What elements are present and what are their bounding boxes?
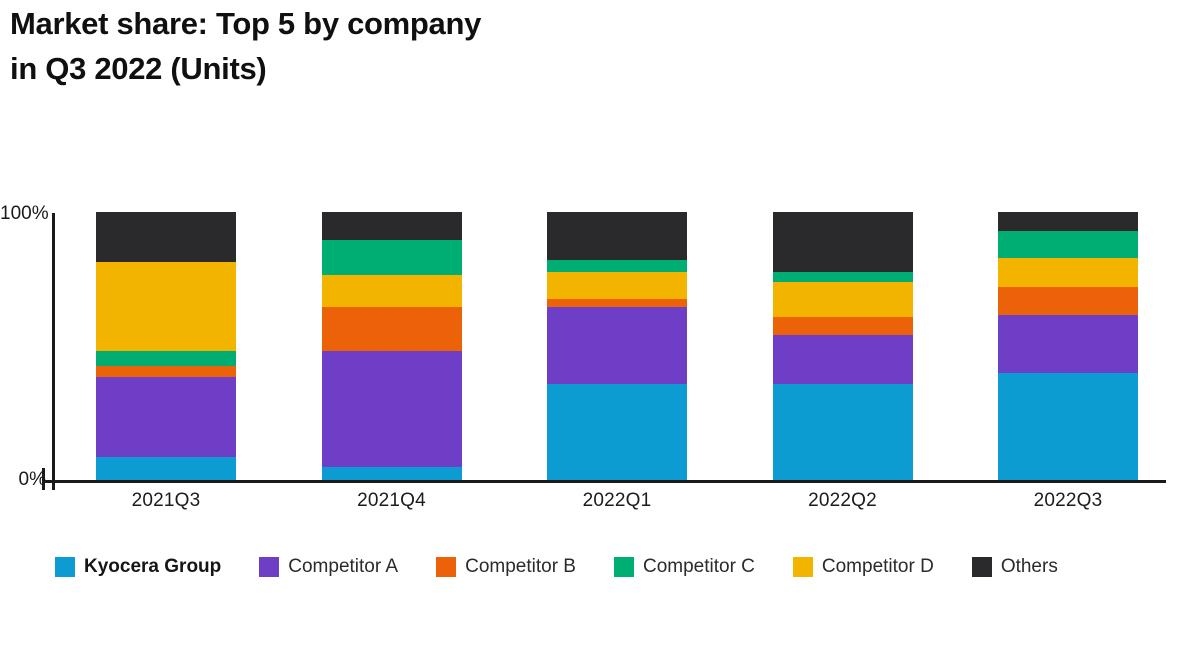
legend-label-others: Others — [1000, 556, 1058, 577]
legend-swatch-kyocera-group-icon — [55, 557, 75, 577]
bar-stack-2022q2 — [772, 212, 913, 480]
segment-competitor-d — [96, 261, 236, 352]
segment-competitor-a — [321, 351, 462, 467]
segment-others — [321, 212, 462, 241]
legend-item-competitor-c: Competitor C — [613, 556, 755, 578]
bar-stack-2021q3 — [96, 212, 236, 480]
y-axis-label-0: 0% — [18, 469, 46, 490]
segment-kyocera-group — [96, 457, 236, 480]
x-axis-label-2022q3: 2022Q3 — [1033, 490, 1103, 511]
bar-2022q1: 2022Q1 — [547, 212, 687, 511]
legend-swatch-competitor-b-icon — [436, 557, 457, 577]
segment-competitor-c — [547, 260, 687, 273]
segment-competitor-d — [772, 281, 913, 317]
bar-2022q2: 2022Q2 — [772, 212, 913, 511]
legend-swatch-competitor-c-icon — [613, 557, 634, 577]
bar-stack-2022q3 — [998, 212, 1138, 480]
segment-competitor-c — [96, 351, 236, 367]
legend-swatch-others-icon — [971, 557, 992, 577]
x-axis-line — [42, 480, 1166, 483]
x-axis-label-2022q1: 2022Q1 — [582, 490, 652, 511]
segment-competitor-c — [772, 272, 913, 282]
segment-others — [96, 212, 236, 262]
legend-swatch-competitor-d-icon — [792, 557, 813, 577]
legend-item-others: Others — [971, 556, 1058, 578]
segment-competitor-d — [998, 257, 1138, 288]
legend-label-competitor-a: Competitor A — [288, 556, 399, 577]
bar-stack-2022q1 — [547, 212, 687, 480]
segment-others — [998, 212, 1138, 231]
segment-competitor-a — [96, 376, 236, 458]
y-axis-label-100: 100% — [0, 203, 49, 224]
chart-title-line2: in Q3 2022 (Units) — [10, 51, 267, 86]
x-axis-label-2021q4: 2021Q4 — [357, 490, 426, 511]
bar-2021q4: 2021Q4 — [321, 212, 462, 511]
segment-competitor-d — [321, 275, 462, 308]
legend: Kyocera Group Competitor A Competitor B Com… — [55, 556, 1058, 578]
legend-label-competitor-b: Competitor B — [465, 556, 576, 577]
x-axis-label-2022q2: 2022Q2 — [808, 490, 877, 511]
legend-label-kyocera-group: Kyocera Group — [84, 556, 222, 577]
segment-competitor-a — [998, 315, 1138, 373]
segment-kyocera-group — [547, 383, 687, 480]
segment-competitor-d — [547, 272, 687, 300]
segment-competitor-b — [321, 307, 462, 352]
segment-kyocera-group — [321, 466, 462, 480]
legend-item-kyocera-group: Kyocera Group — [55, 556, 221, 578]
x-axis-origin-tick — [42, 468, 45, 490]
legend-label-competitor-c: Competitor C — [642, 556, 755, 577]
segment-competitor-a — [772, 335, 913, 384]
legend-label-competitor-d: Competitor D — [821, 556, 934, 577]
bar-2021q3: 2021Q3 — [96, 212, 236, 511]
segment-competitor-a — [547, 307, 687, 384]
legend-item-competitor-d: Competitor D — [792, 556, 934, 578]
chart-title: Market share: Top 5 by company in Q3 202… — [10, 1, 481, 91]
segment-others — [772, 212, 913, 273]
chart-title-line1: Market share: Top 5 by company — [10, 6, 482, 41]
segment-kyocera-group — [772, 383, 913, 480]
bar-2022q3: 2022Q3 — [998, 212, 1138, 511]
legend-item-competitor-a: Competitor A — [259, 556, 398, 578]
y-axis-line — [52, 213, 55, 490]
segment-competitor-c — [321, 240, 462, 275]
segment-competitor-b — [96, 366, 236, 377]
segment-competitor-b — [547, 299, 687, 308]
stacked-bar-plot-area: 2021Q3 2021Q4 2022Q1 2022Q2 2022Q3 — [96, 212, 1138, 511]
segment-competitor-b — [772, 316, 913, 336]
segment-kyocera-group — [998, 372, 1138, 480]
segment-others — [547, 212, 687, 261]
legend-item-competitor-b: Competitor B — [436, 556, 576, 578]
x-axis-label-2021q3: 2021Q3 — [131, 490, 201, 511]
bar-stack-2021q4 — [321, 212, 462, 480]
segment-competitor-c — [998, 230, 1138, 258]
segment-competitor-b — [998, 287, 1138, 316]
legend-swatch-competitor-a-icon — [259, 557, 280, 577]
